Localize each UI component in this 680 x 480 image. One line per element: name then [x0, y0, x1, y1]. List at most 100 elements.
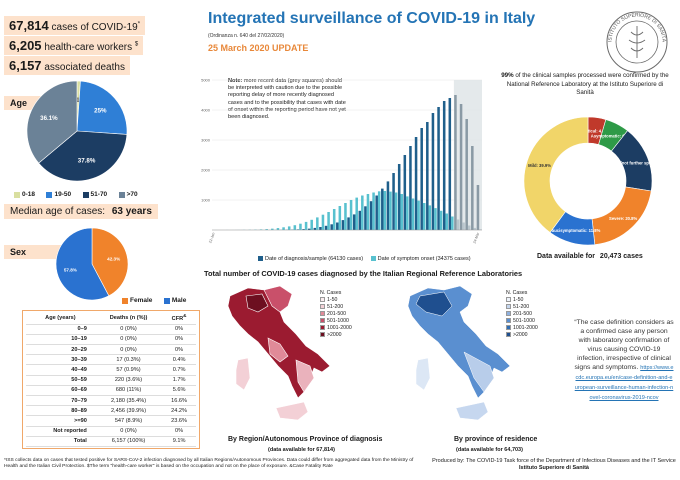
epi-bar-diagnosis — [431, 113, 435, 230]
epi-bar-diagnosis — [296, 229, 300, 230]
epi-bar-onset — [383, 191, 387, 230]
epi-bar-diagnosis — [336, 222, 339, 230]
epi-bar-onset — [456, 219, 460, 230]
age-legend-swatch — [118, 191, 125, 198]
sardinia-provinces — [415, 357, 431, 391]
pie-slice-label: Mild: 39.9% — [528, 163, 551, 168]
cfr-cell-cfr: 0.7% — [162, 364, 196, 376]
clinical-available-value: 20,473 cases — [599, 253, 643, 260]
epi-bar-onset — [462, 222, 465, 230]
cfr-cell-cfr: 23.6% — [162, 415, 196, 427]
epi-bar-onset — [372, 192, 375, 230]
northeast-region — [263, 285, 293, 313]
cases-number: 67,814 — [9, 18, 49, 33]
epi-bar-diagnosis — [448, 98, 452, 230]
cfr-cell-cfr: 0% — [162, 324, 196, 335]
epi-bar-onset — [422, 203, 426, 230]
epidemic-curve-chart: 1000 2000 3000 4000 5000 22-Jan 24-Mar — [201, 78, 482, 244]
cfr-cell-age: 0–9 — [26, 324, 95, 335]
map-legend-left: N. Cases 1-50 51-200 201-500 501-1000 10… — [320, 290, 352, 339]
epi-bar-diagnosis — [324, 225, 328, 230]
pie-slice — [76, 80, 128, 135]
case-definition-link[interactable]: https://www.ecdc.europa.eu/en/case-defin… — [574, 365, 674, 401]
footer-credit-bold: Istituto Superiore di Sanità — [519, 465, 589, 472]
cfr-cell-cfr: 1.7% — [162, 375, 196, 386]
map-legend-item: 51-200 — [320, 304, 352, 311]
epi-bar-onset — [316, 217, 319, 230]
sicily-provinces — [455, 401, 489, 421]
cfr-row: 40–49 57 (0.9%) 0.7% — [26, 364, 196, 376]
epi-bar-onset — [310, 219, 313, 230]
epi-bar-onset — [259, 229, 263, 230]
clinical-desc: of the clinical samples processed were c… — [506, 72, 669, 96]
map-legend-item: >2000 — [506, 332, 538, 339]
epi-bar-diagnosis — [319, 227, 322, 230]
pie-slice-label: 42.3% — [107, 257, 120, 262]
right-map-available: (data available for 64,703) — [456, 447, 523, 453]
epi-bar-onset — [406, 196, 409, 230]
cfr-row: 70–79 2,180 (35.4%) 16.6% — [26, 395, 196, 407]
pie-slice — [55, 227, 110, 301]
map-legend-item: 501-1000 — [506, 318, 538, 325]
update-date: 25 March 2020 UPDATE — [208, 43, 309, 53]
cfr-cell-deaths: 220 (3.6%) — [94, 375, 163, 386]
epi-bar-onset — [467, 225, 471, 230]
cfr-row: 80–89 2,456 (39.9%) 24.2% — [26, 405, 196, 417]
pie-slice — [26, 80, 78, 164]
pie-slice-label: 36.1% — [40, 115, 58, 122]
epi-bar-onset — [428, 205, 432, 230]
cfr-row: Total 6,157 (100%) 9.1% — [26, 436, 196, 447]
epi-legend-onset: Date of symptom onset (34375 cases) — [377, 256, 471, 262]
map-legend-item: 501-1000 — [320, 318, 352, 325]
epi-bar-onset — [434, 208, 437, 230]
cfr-header-deaths: Deaths (n (%)) — [94, 312, 163, 325]
epi-y-tick: 2000 — [201, 168, 211, 173]
epi-bar-onset — [287, 226, 291, 230]
cfr-cell-age: Not reported — [26, 426, 95, 437]
deaths-label: associated deaths — [44, 62, 125, 73]
epi-bar-diagnosis — [392, 173, 395, 230]
right-map-caption: By province of residence — [454, 436, 538, 443]
epi-bar-onset — [265, 229, 268, 230]
epi-bar-diagnosis — [352, 214, 356, 230]
median-age-box: Median age of cases: 63 years — [4, 204, 158, 219]
epi-bar-onset — [304, 221, 308, 230]
epi-bar-diagnosis — [347, 217, 350, 230]
epi-legend-swatch — [370, 256, 376, 262]
cfr-cell-deaths: 0 (0%) — [94, 334, 163, 346]
cfr-row: 60–69 680 (11%) 5.6% — [26, 385, 196, 396]
epi-bar-diagnosis — [375, 195, 378, 230]
cfr-row: >=90 547 (8.9%) 23.6% — [26, 415, 196, 427]
epi-y-tick: 1000 — [201, 198, 211, 203]
clinical-text: 99% of the clinical samples processed we… — [500, 72, 670, 98]
epi-bar-diagnosis — [476, 185, 480, 230]
age-legend-swatch — [14, 191, 20, 198]
south-region — [295, 359, 315, 393]
hcw-number: 6,205 — [9, 38, 42, 53]
epi-legend: Date of diagnosis/sample (64130 cases) D… — [258, 256, 471, 263]
epi-bar-diagnosis — [437, 107, 440, 230]
epi-bar-onset — [473, 227, 477, 230]
map-legend-right: N. Cases 1-50 51-200 201-500 501-1000 10… — [506, 290, 538, 339]
clinical-donut-chart: Critical: 4.5%Asymptomatic: 6.1% Symptoma… — [523, 116, 668, 246]
age-legend-item: 19-50 — [46, 191, 71, 198]
pie-slice — [91, 227, 129, 297]
pie-slice-label: Critical: 4.5% — [582, 129, 609, 134]
cfr-cell-age: 70–79 — [26, 395, 95, 407]
clinical-pct: 99% — [501, 72, 514, 79]
cfr-row: 10–19 0 (0%) 0% — [26, 334, 196, 346]
province-map — [407, 285, 511, 421]
epi-bar-onset — [389, 191, 392, 230]
epi-bar-onset — [327, 212, 330, 230]
cfr-cell-cfr: 0.4% — [162, 354, 196, 366]
cfr-cell-age: 20–29 — [26, 344, 95, 356]
sex-legend-item: Male — [163, 297, 186, 304]
map-legend-title: N. Cases — [506, 290, 528, 296]
footer-notes: *ISS collects data on cases that tested … — [4, 458, 414, 470]
age-legend-item: 51-70 — [82, 191, 107, 198]
epi-bar-diagnosis — [465, 119, 468, 230]
left-map-available: (data available for 67,814) — [268, 447, 335, 453]
region-map — [227, 285, 331, 421]
age-legend-swatch — [82, 191, 89, 198]
epi-bar-onset — [344, 203, 347, 230]
